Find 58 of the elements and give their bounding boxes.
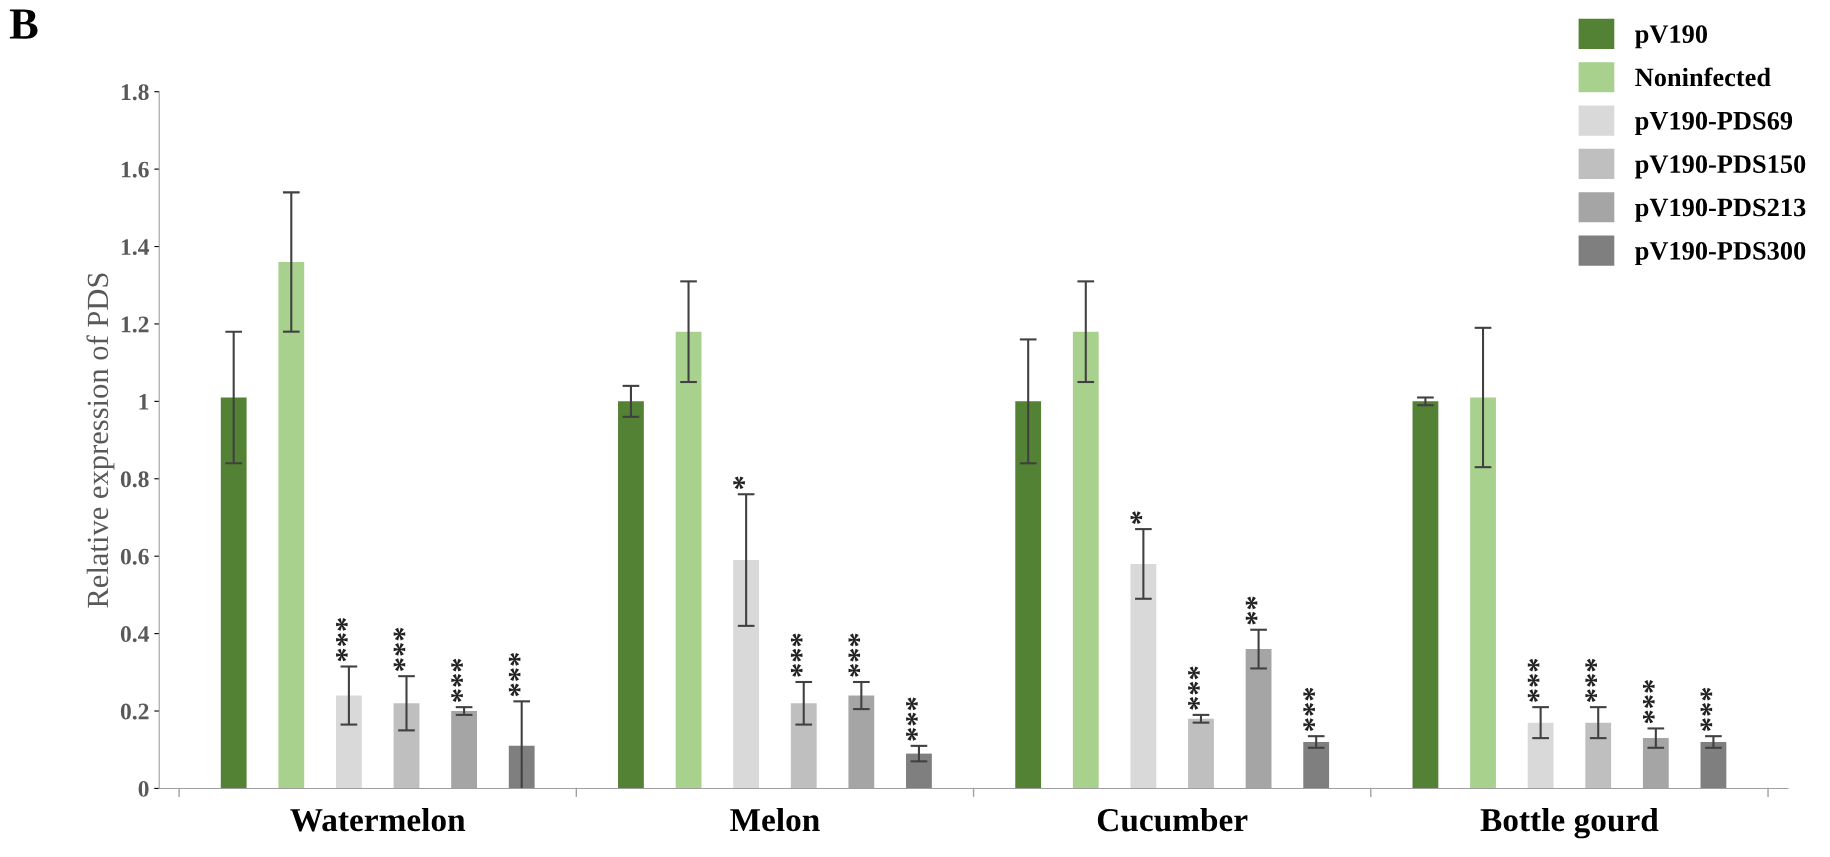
data-label: **: [1245, 596, 1258, 625]
bar: [1303, 741, 1330, 789]
data-label: ***: [508, 652, 521, 697]
bar: [1015, 401, 1042, 789]
data-label: ***: [451, 658, 463, 703]
x-tick-label: Melon: [730, 807, 820, 832]
data-label: ***: [393, 627, 406, 672]
legend-label: pV190: [1635, 25, 1708, 49]
y-tick-label: 1.2: [121, 316, 149, 333]
data-label: ***: [1643, 680, 1655, 724]
data-label: ***: [1700, 687, 1713, 732]
y-tick-label: 1.8: [121, 84, 149, 101]
data-label: ***: [1585, 658, 1597, 703]
x-tick-label: Watermelon: [290, 807, 466, 832]
legend-label: pV190-PDS150: [1635, 155, 1806, 179]
x-tick-label: Bottle gourd: [1480, 807, 1659, 839]
bar: [220, 397, 247, 789]
y-tick-label: 0.2: [120, 703, 149, 720]
y-axis-title: Relative expression of PDS: [86, 273, 115, 608]
bar: [1527, 722, 1554, 789]
bar: [1130, 563, 1157, 789]
data-label: ***: [906, 697, 918, 741]
bar: [278, 262, 305, 789]
bar: [1585, 722, 1612, 789]
y-tick-label: 0.4: [120, 626, 150, 643]
bar: [508, 745, 535, 789]
data-label: ***: [848, 633, 861, 677]
bar: [393, 703, 420, 789]
y-tick-label: 0.8: [120, 471, 149, 488]
bar: [335, 695, 362, 789]
y-tick-label: 0.6: [120, 548, 149, 565]
data-label: ***: [1527, 658, 1540, 703]
data-label: ***: [1188, 666, 1200, 710]
legend-label: Noninfected: [1635, 67, 1771, 87]
legend-label: pV190-PDS213: [1635, 198, 1806, 222]
bar: [1412, 401, 1439, 789]
y-tick-label: 1.6: [121, 161, 149, 178]
bar: [618, 401, 644, 789]
bar: [1470, 397, 1496, 789]
data-label: *: [1130, 511, 1143, 524]
bar: [733, 560, 760, 789]
bar: [1072, 331, 1099, 789]
bar: [1700, 741, 1727, 789]
y-tick-label: 1.4: [121, 239, 150, 256]
data-label: ***: [336, 618, 348, 662]
text: B: [9, 9, 38, 39]
y-tick-label: 1: [139, 393, 149, 410]
y-tick-label: 0: [138, 780, 149, 797]
x-tick-label: Cucumber: [1097, 807, 1248, 832]
legend-label: pV190-PDS69: [1635, 111, 1793, 136]
legend-label: pV190-PDS300: [1635, 241, 1806, 266]
bar: [790, 703, 817, 789]
bar: [1188, 718, 1214, 789]
data-label: ***: [1303, 687, 1315, 732]
bar: [906, 753, 932, 789]
bar: [675, 331, 702, 789]
data-label: ***: [790, 633, 803, 677]
data-label: *: [733, 476, 745, 490]
